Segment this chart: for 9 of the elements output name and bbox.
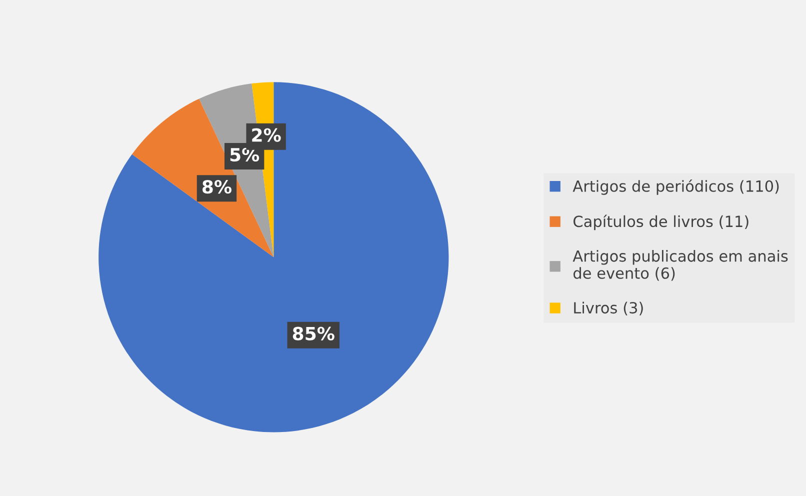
data-label: 8% [202,180,232,194]
legend-label: Artigos publicados em anais de evento (6) [572,250,788,281]
data-label: 85% [292,326,334,340]
legend-label: Livros (3) [574,302,643,316]
data-label: 2% [252,128,281,142]
pie-slice [98,82,449,432]
legend-label: Capítulos de livros (11) [574,214,748,230]
legend-label: Artigos de periódicos (110) [572,179,779,195]
data-label: 5% [230,148,260,162]
